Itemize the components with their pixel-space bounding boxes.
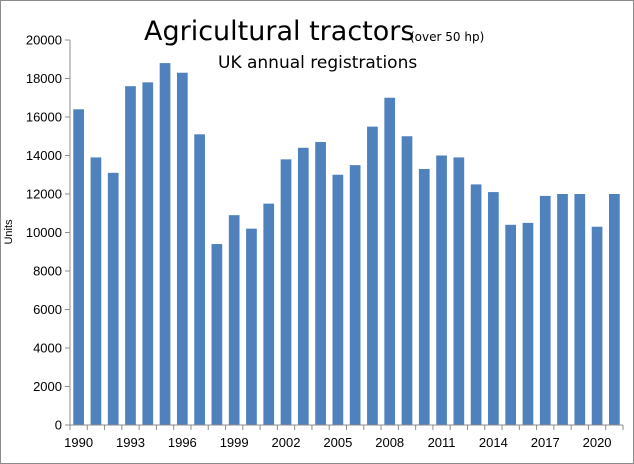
chart-title: Agricultural tractors — [144, 16, 414, 47]
y-tick-label: 2000 — [33, 379, 62, 394]
bar-2017 — [539, 195, 551, 425]
bar-2008 — [384, 97, 396, 425]
bar-2016 — [522, 222, 534, 426]
y-tick-label: 6000 — [33, 302, 62, 317]
bar-2009 — [401, 136, 413, 425]
x-axis: 1990 1993 1996 1999 2002 2005 2008 2011 2014 2017… — [64, 424, 624, 450]
bar-1992 — [107, 172, 119, 425]
x-tick-label: 1999 — [220, 435, 249, 450]
y-tick-label: 12000 — [26, 187, 62, 202]
x-tick-label: 1996 — [168, 435, 197, 450]
x-tick-label: 2008 — [375, 435, 404, 450]
bar-2019 — [574, 194, 586, 425]
bar-2014 — [488, 192, 499, 425]
y-tick-label: 0 — [55, 418, 62, 433]
bar-1996 — [176, 72, 188, 425]
bar-1998 — [211, 244, 223, 425]
chart-title-note: (over 50 hp) — [410, 30, 484, 44]
bar-2021 — [609, 194, 620, 425]
bar-2015 — [505, 224, 517, 425]
bar-1990 — [73, 109, 84, 426]
x-tick-label: 2014 — [479, 435, 508, 450]
x-tick-label: 1993 — [116, 435, 145, 450]
y-tick-label: 20000 — [26, 33, 62, 48]
x-tick-label: 2017 — [531, 435, 560, 450]
bar-2006 — [349, 165, 361, 426]
y-tick-label: 18000 — [26, 71, 62, 86]
bar-2003 — [297, 147, 309, 426]
y-tick-label: 14000 — [26, 148, 62, 163]
bar-2012 — [453, 157, 465, 425]
bar-2002 — [280, 159, 292, 425]
bar-1995 — [159, 63, 171, 425]
y-tick-label: 10000 — [26, 225, 62, 240]
y-tick-label: 4000 — [33, 341, 62, 356]
bar-2007 — [367, 126, 378, 426]
bar-2011 — [436, 155, 447, 425]
bar-2013 — [470, 184, 482, 426]
bar-2018 — [557, 194, 568, 425]
bar-2010 — [418, 168, 430, 425]
x-tick-label: 2020 — [583, 435, 612, 450]
bar-1994 — [142, 82, 154, 425]
bar-1997 — [194, 134, 205, 425]
bar-1993 — [125, 86, 136, 425]
x-tick-label: 1990 — [64, 435, 93, 450]
bar-2000 — [246, 228, 257, 425]
y-axis-label: Units — [3, 219, 15, 245]
bar-2001 — [263, 203, 275, 425]
bar-2005 — [332, 174, 344, 425]
y-tick-label: 8000 — [33, 264, 62, 279]
bar-2020 — [591, 226, 603, 425]
y-axis: 0 2000 4000 6000 8000 10000 12000 14000 16000 180… — [26, 33, 71, 433]
bar-1991 — [90, 157, 102, 425]
x-tick-label: 2005 — [323, 435, 352, 450]
x-tick-label: 2002 — [272, 435, 301, 450]
bar-1999 — [228, 215, 240, 425]
bars-group — [73, 63, 620, 426]
x-tick-label: 2011 — [428, 435, 456, 450]
bar-2004 — [315, 142, 326, 425]
y-tick-label: 16000 — [26, 110, 62, 125]
chart-subtitle: UK annual registrations — [218, 53, 417, 73]
